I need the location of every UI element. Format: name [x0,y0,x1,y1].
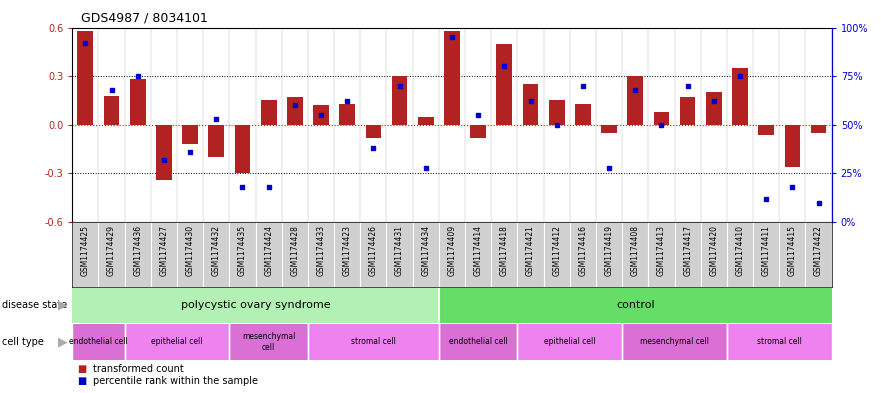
Text: GSM1174423: GSM1174423 [343,225,352,276]
Text: GDS4987 / 8034101: GDS4987 / 8034101 [81,12,208,25]
Bar [706,92,722,125]
Text: epithelial cell: epithelial cell [544,338,596,346]
Text: GSM1174435: GSM1174435 [238,225,247,276]
Bar [339,104,355,125]
Bar [287,97,303,125]
Text: GSM1174422: GSM1174422 [814,225,823,276]
Text: GSM1174409: GSM1174409 [448,225,456,276]
Text: stromal cell: stromal cell [351,338,396,346]
Bar [444,31,460,125]
Text: GSM1174418: GSM1174418 [500,225,509,276]
Text: GSM1174425: GSM1174425 [81,225,90,276]
Bar [439,288,832,323]
Text: GSM1174413: GSM1174413 [657,225,666,276]
Text: GSM1174421: GSM1174421 [526,225,535,276]
Text: GSM1174430: GSM1174430 [186,225,195,276]
Text: control: control [616,300,655,310]
Text: ■: ■ [77,376,85,386]
Text: GSM1174436: GSM1174436 [133,225,142,276]
Text: ▶: ▶ [58,335,68,349]
Text: GSM1174424: GSM1174424 [264,225,273,276]
Text: polycystic ovary syndrome: polycystic ovary syndrome [181,300,330,310]
Bar [72,288,439,323]
Bar [261,101,277,125]
Text: GSM1174428: GSM1174428 [291,225,300,276]
Text: epithelial cell: epithelial cell [152,338,203,346]
Bar [418,117,433,125]
Bar [680,97,695,125]
Text: endothelial cell: endothelial cell [448,338,507,346]
Text: cell type: cell type [2,337,44,347]
Bar [234,125,250,173]
Bar [732,68,748,125]
Bar [497,44,512,125]
Text: GSM1174431: GSM1174431 [395,225,404,276]
Bar [654,112,670,125]
Text: mesenchymal cell: mesenchymal cell [640,338,709,346]
Text: mesenchymal
cell: mesenchymal cell [242,332,295,352]
Text: GSM1174417: GSM1174417 [683,225,692,276]
Text: disease state: disease state [2,300,67,310]
Text: GSM1174419: GSM1174419 [604,225,613,276]
Text: GSM1174434: GSM1174434 [421,225,430,276]
Bar [78,31,93,125]
Text: ■: ■ [77,364,85,374]
Text: GSM1174411: GSM1174411 [762,225,771,276]
Bar [209,125,224,157]
Bar [784,125,800,167]
Bar [313,105,329,125]
Bar [104,95,120,125]
Bar [517,324,622,360]
Bar [627,76,643,125]
Text: GSM1174429: GSM1174429 [107,225,116,276]
Text: GSM1174433: GSM1174433 [316,225,325,276]
Bar [229,324,308,360]
Bar [622,324,727,360]
Bar [759,125,774,134]
Text: GSM1174427: GSM1174427 [159,225,168,276]
Bar [811,125,826,133]
Bar [156,125,172,180]
Text: GSM1174415: GSM1174415 [788,225,797,276]
Bar [470,125,486,138]
Bar [575,104,591,125]
Text: GSM1174412: GSM1174412 [552,225,561,276]
Bar [522,84,538,125]
Bar [727,324,832,360]
Text: GSM1174416: GSM1174416 [579,225,588,276]
Text: GSM1174420: GSM1174420 [709,225,718,276]
Bar [182,125,198,144]
Bar [366,125,381,138]
Bar [308,324,439,360]
Bar [549,101,565,125]
Text: stromal cell: stromal cell [757,338,802,346]
Text: transformed count: transformed count [93,364,183,374]
Bar [601,125,617,133]
Bar [130,79,145,125]
Bar [392,76,407,125]
Bar [124,324,229,360]
Text: ▶: ▶ [58,299,68,312]
Text: GSM1174408: GSM1174408 [631,225,640,276]
Text: endothelial cell: endothelial cell [69,338,128,346]
Bar [72,324,124,360]
Text: GSM1174432: GSM1174432 [211,225,221,276]
Text: GSM1174414: GSM1174414 [474,225,483,276]
Text: GSM1174410: GSM1174410 [736,225,744,276]
Bar [439,324,517,360]
Text: GSM1174426: GSM1174426 [369,225,378,276]
Text: percentile rank within the sample: percentile rank within the sample [93,376,257,386]
